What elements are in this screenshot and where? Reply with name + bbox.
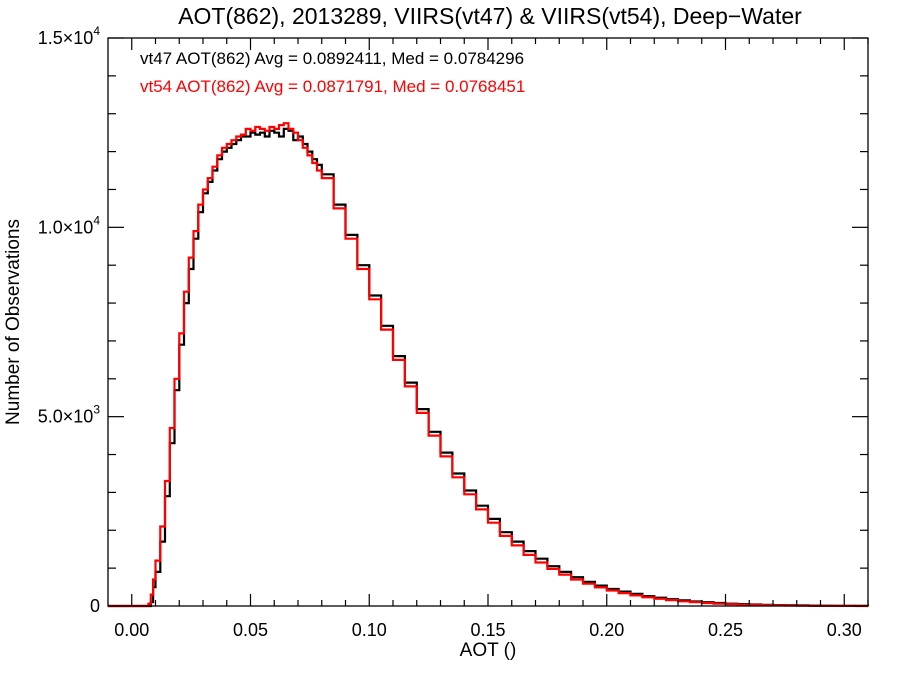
chart-title: AOT(862), 2013289, VIIRS(vt47) & VIIRS(v… (178, 3, 802, 29)
x-tick-label: 0.30 (827, 620, 862, 640)
annotations: vt47 AOT(862) Avg = 0.0892411, Med = 0.0… (140, 49, 525, 96)
x-tick-label: 0.05 (233, 620, 268, 640)
y-axis: 0 5.0×103 1.0×104 1.5×104 (38, 24, 868, 616)
x-tick-label: 0.15 (470, 620, 505, 640)
series-line-2 (108, 122, 868, 608)
annotation-1: vt47 AOT(862) Avg = 0.0892411, Med = 0.0… (140, 49, 524, 68)
x-axis-label: AOT () (460, 640, 517, 661)
x-tick-label: 0.25 (708, 620, 743, 640)
y-tick-label: 0 (90, 596, 100, 616)
x-tick-label: 0.20 (589, 620, 624, 640)
annotation-2: vt54 AOT(862) Avg = 0.0871791, Med = 0.0… (140, 77, 525, 96)
x-tick-label: 0.00 (114, 620, 149, 640)
x-tick-label: 0.10 (352, 620, 387, 640)
series-line-1 (108, 127, 870, 608)
series-layer (108, 122, 870, 608)
y-tick-label: 1.5×104 (38, 24, 101, 48)
y-axis-label: Number of Observations (3, 219, 24, 425)
y-tick-label: 1.0×104 (38, 213, 101, 237)
x-axis: 0.00 0.05 0.10 0.15 0.20 0.25 0.30 (114, 38, 869, 640)
y-tick-label: 5.0×103 (38, 403, 101, 427)
